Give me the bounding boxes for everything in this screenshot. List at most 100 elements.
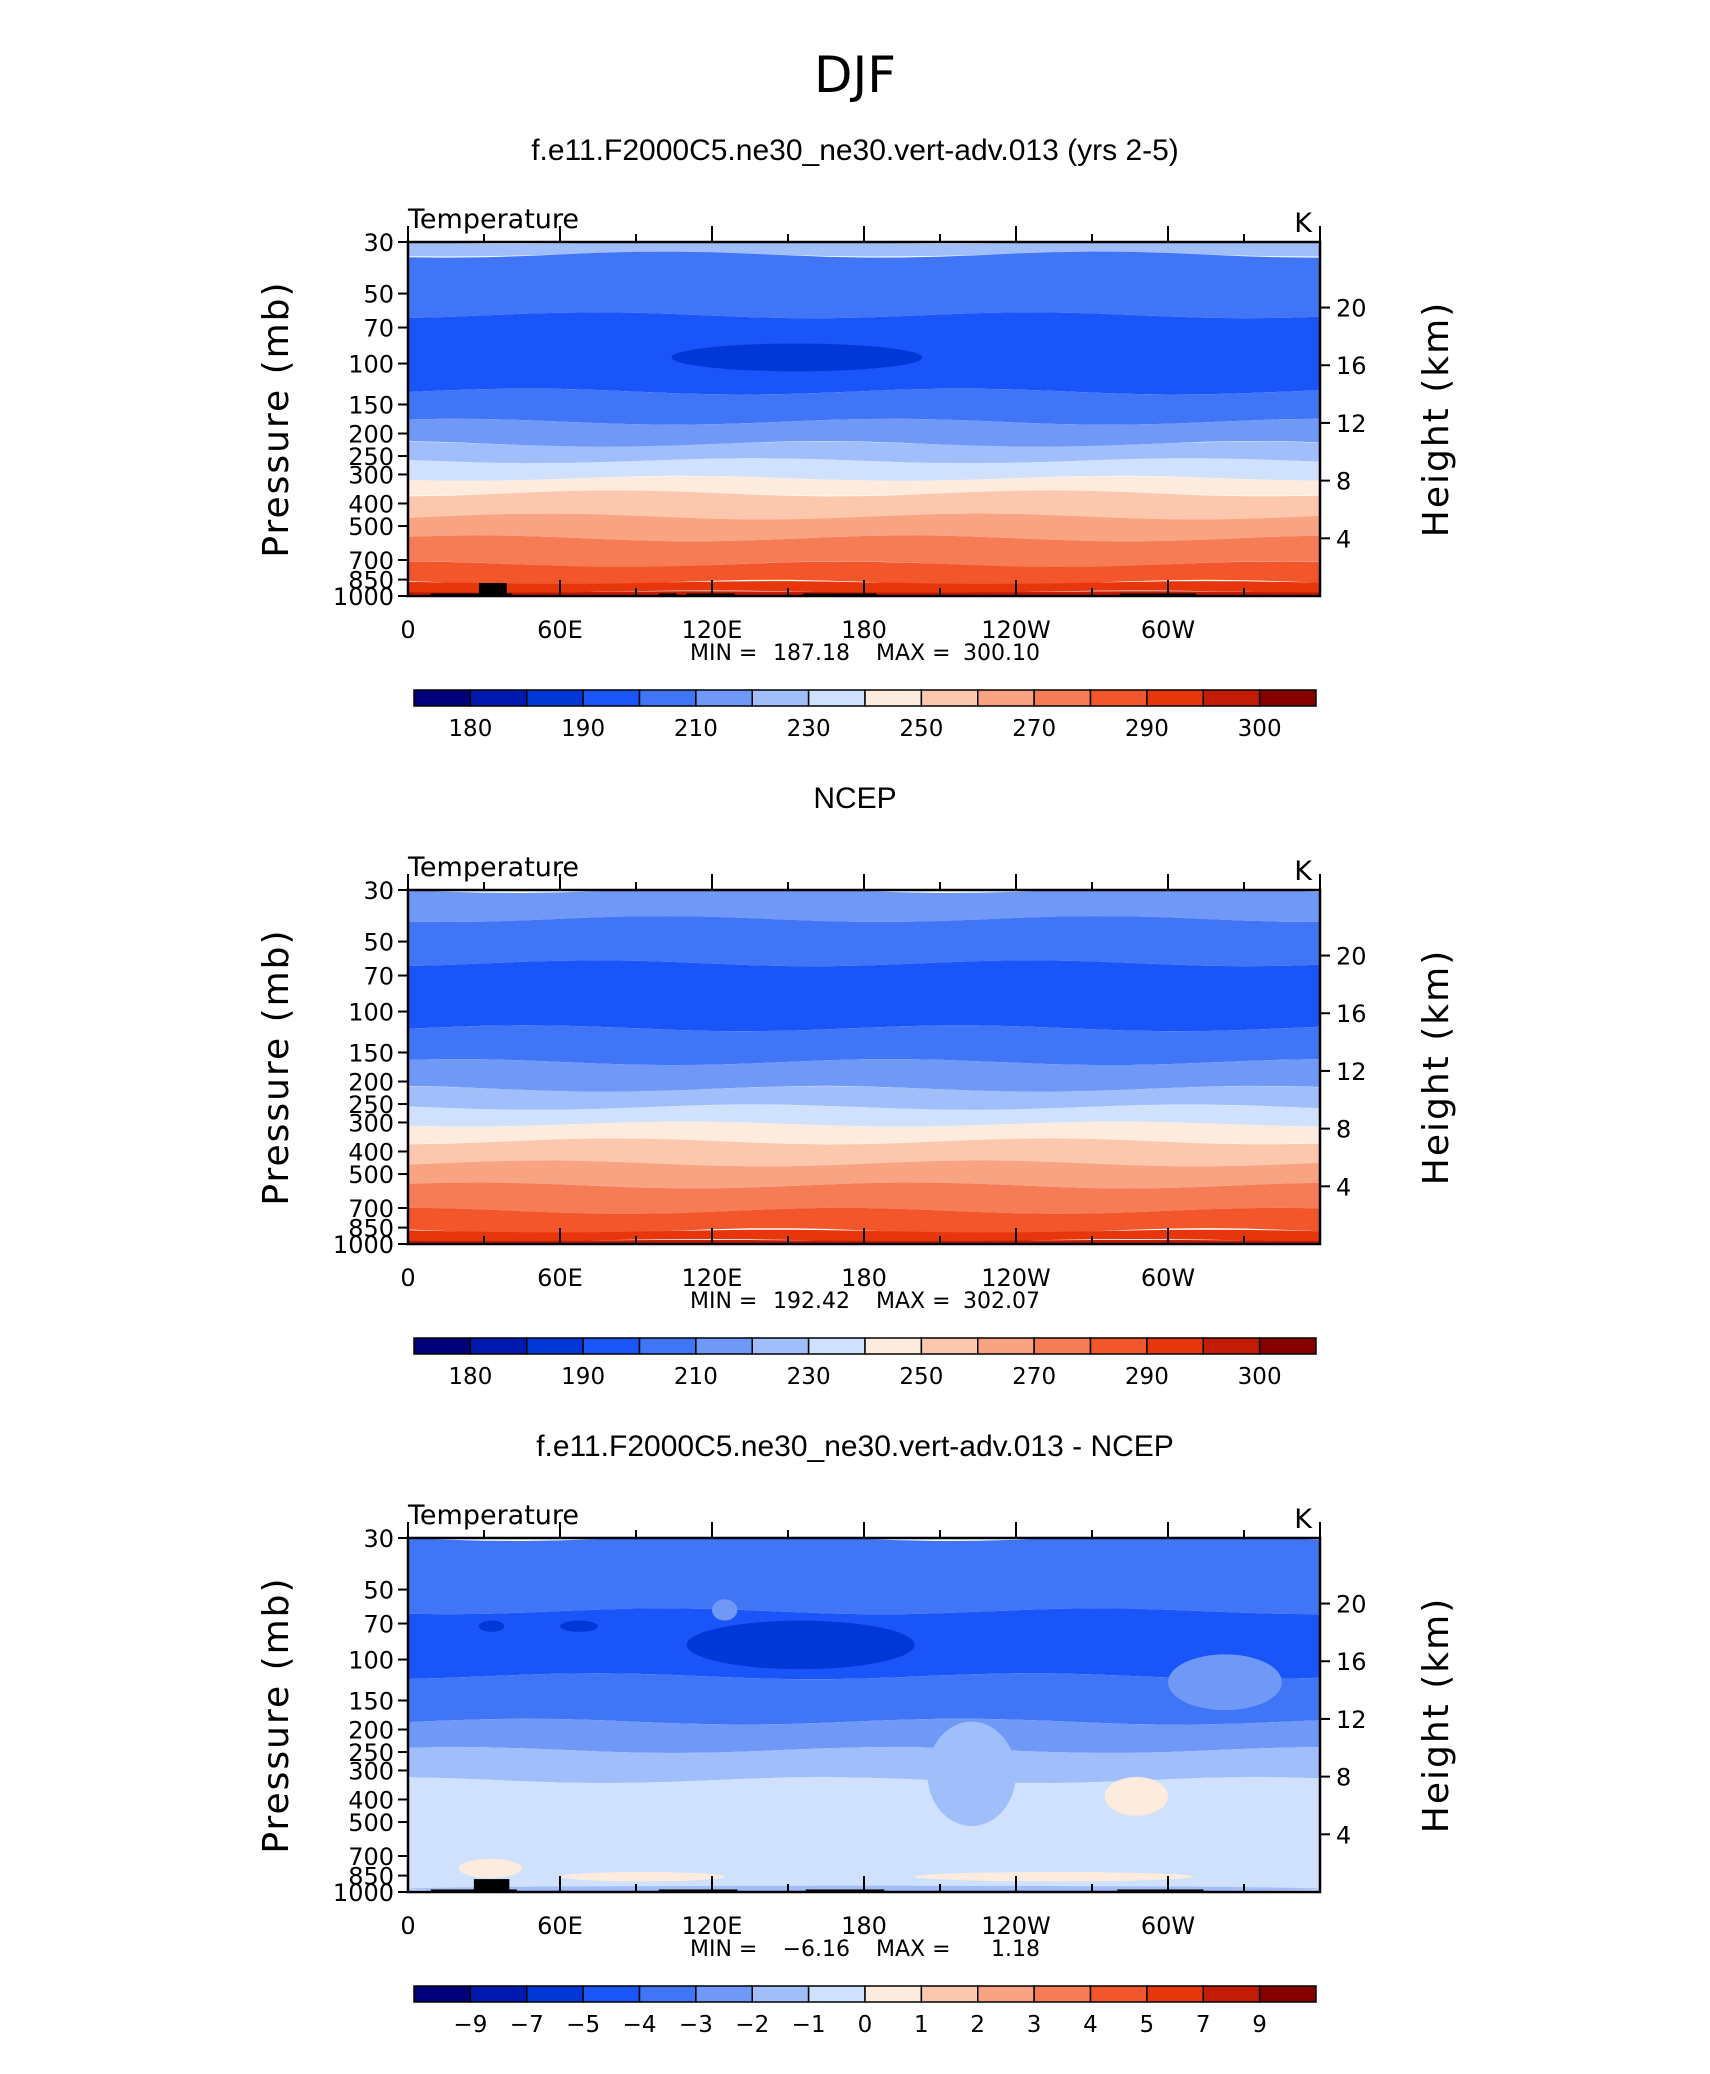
pressure-tick-label: 850	[348, 1863, 394, 1891]
figure-title: DJF	[814, 46, 896, 104]
pressure-tick-label: 1000	[333, 1231, 394, 1259]
colorbar-swatch	[1202, 1985, 1261, 2003]
colorbar-label: 190	[561, 1364, 605, 1390]
contour-band	[408, 960, 1320, 1032]
colorbar-label: 3	[1027, 2012, 1042, 2038]
topography	[803, 593, 877, 596]
height-tick-label: 8	[1336, 468, 1351, 496]
pressure-tick-label: 700	[348, 1195, 394, 1223]
colorbar-label: 270	[1012, 716, 1056, 742]
x-tick-label: 60E	[537, 1264, 583, 1292]
pressure-tick-label: 150	[348, 1687, 394, 1715]
colorbar-label: −9	[453, 2012, 487, 2038]
colorbar-swatch	[1033, 689, 1092, 707]
pressure-tick-label: 300	[348, 461, 394, 489]
contour-band	[408, 916, 1320, 967]
pressure-tick-label: 400	[348, 1138, 394, 1166]
panel-1: f.e11.F2000C5.ne30_ne30.vert-adv.013 (yr…	[256, 134, 1457, 742]
contour-band	[408, 535, 1320, 568]
colorbar-label: −5	[566, 2012, 600, 2038]
colorbar-swatch	[1146, 1337, 1204, 1355]
panel-3: f.e11.F2000C5.ne30_ne30.vert-adv.013 - N…	[256, 1430, 1457, 2038]
max-label: MAX =	[876, 1289, 951, 1314]
pressure-tick-label: 70	[363, 963, 394, 991]
colorbar-swatch	[864, 689, 923, 707]
contour-band	[408, 1121, 1320, 1144]
contour-region	[1104, 1776, 1169, 1816]
pressure-tick-label: 300	[348, 1109, 394, 1137]
pressure-tick-label: 30	[363, 877, 394, 905]
plot-area	[408, 242, 1320, 596]
colorbar-swatch	[977, 689, 1035, 707]
colorbar-swatch	[1258, 1337, 1317, 1355]
pressure-tick-label: 50	[363, 281, 394, 309]
y2-axis-title: Height (km)	[1416, 1597, 1457, 1833]
pressure-tick-label: 850	[348, 567, 394, 595]
max-value: 1.18	[991, 1937, 1040, 1962]
pressure-tick-label: 150	[348, 391, 394, 419]
contour-band	[408, 458, 1320, 482]
panel-title: f.e11.F2000C5.ne30_ne30.vert-adv.013 - N…	[536, 1430, 1174, 1463]
height-tick-label: 4	[1336, 525, 1351, 553]
topography	[473, 1879, 510, 1892]
height-tick-label: 8	[1336, 1764, 1351, 1792]
pressure-tick-label: 70	[363, 315, 394, 343]
colorbar-swatch	[582, 1337, 641, 1355]
x-tick-label: 120W	[981, 616, 1051, 644]
colorbar-swatch	[526, 689, 584, 707]
x-tick-label: 120E	[682, 616, 743, 644]
min-label: MIN =	[690, 641, 757, 666]
contour-band	[408, 1747, 1320, 1784]
colorbar-swatch	[920, 1985, 979, 2003]
y2-axis-title: Height (km)	[1416, 949, 1457, 1185]
pressure-tick-label: 150	[348, 1039, 394, 1067]
panel-units-label: K	[1294, 1504, 1313, 1535]
pressure-tick-label: 400	[348, 1786, 394, 1814]
contour-region	[671, 343, 923, 372]
contour-band	[408, 1777, 1320, 1892]
height-tick-label: 8	[1336, 1116, 1351, 1144]
colorbar-swatch	[807, 1985, 866, 2003]
y-axis-title: Pressure (mb)	[256, 1576, 297, 1853]
height-tick-label: 12	[1336, 410, 1367, 438]
plot-area	[408, 1538, 1320, 1892]
topography	[658, 1889, 738, 1892]
colorbar-swatch	[1033, 1985, 1092, 2003]
contour-region	[686, 1620, 915, 1670]
topography	[805, 1889, 885, 1892]
contour-region	[914, 1871, 1194, 1882]
colorbar-swatch	[638, 689, 697, 707]
x-tick-label: 180	[841, 616, 887, 644]
x-tick-label: 60E	[537, 1912, 583, 1940]
height-tick-label: 20	[1336, 943, 1367, 971]
x-tick-label: 120E	[682, 1264, 743, 1292]
colorbar-swatch	[582, 689, 641, 707]
colorbar-swatch	[413, 1337, 472, 1355]
colorbar-label: 9	[1252, 2012, 1267, 2038]
colorbar-swatch	[807, 689, 866, 707]
colorbar-swatch	[807, 1337, 866, 1355]
colorbar-swatch	[864, 1985, 923, 2003]
x-tick-label: 60E	[537, 616, 583, 644]
topography	[430, 593, 512, 596]
colorbar-label: −7	[510, 2012, 544, 2038]
colorbar-swatch	[582, 1985, 641, 2003]
colorbar-label: 250	[899, 1364, 943, 1390]
contour-region	[1168, 1654, 1282, 1711]
colorbar-label: 7	[1196, 2012, 1211, 2038]
pressure-tick-label: 100	[348, 1647, 394, 1675]
x-tick-label: 180	[841, 1264, 887, 1292]
pressure-tick-label: 500	[348, 513, 394, 541]
pressure-tick-label: 70	[363, 1611, 394, 1639]
pressure-tick-label: 250	[348, 1091, 394, 1119]
colorbar-swatch	[1146, 689, 1204, 707]
pressure-tick-label: 100	[348, 351, 394, 379]
pressure-tick-label: 400	[348, 490, 394, 518]
colorbar-label: −3	[679, 2012, 713, 2038]
min-value: 192.42	[773, 1289, 850, 1314]
panel-title: NCEP	[813, 782, 896, 815]
height-tick-label: 12	[1336, 1058, 1367, 1086]
max-value: 300.10	[963, 641, 1040, 666]
x-tick-label: 120W	[981, 1264, 1051, 1292]
min-value: −6.16	[783, 1937, 850, 1962]
